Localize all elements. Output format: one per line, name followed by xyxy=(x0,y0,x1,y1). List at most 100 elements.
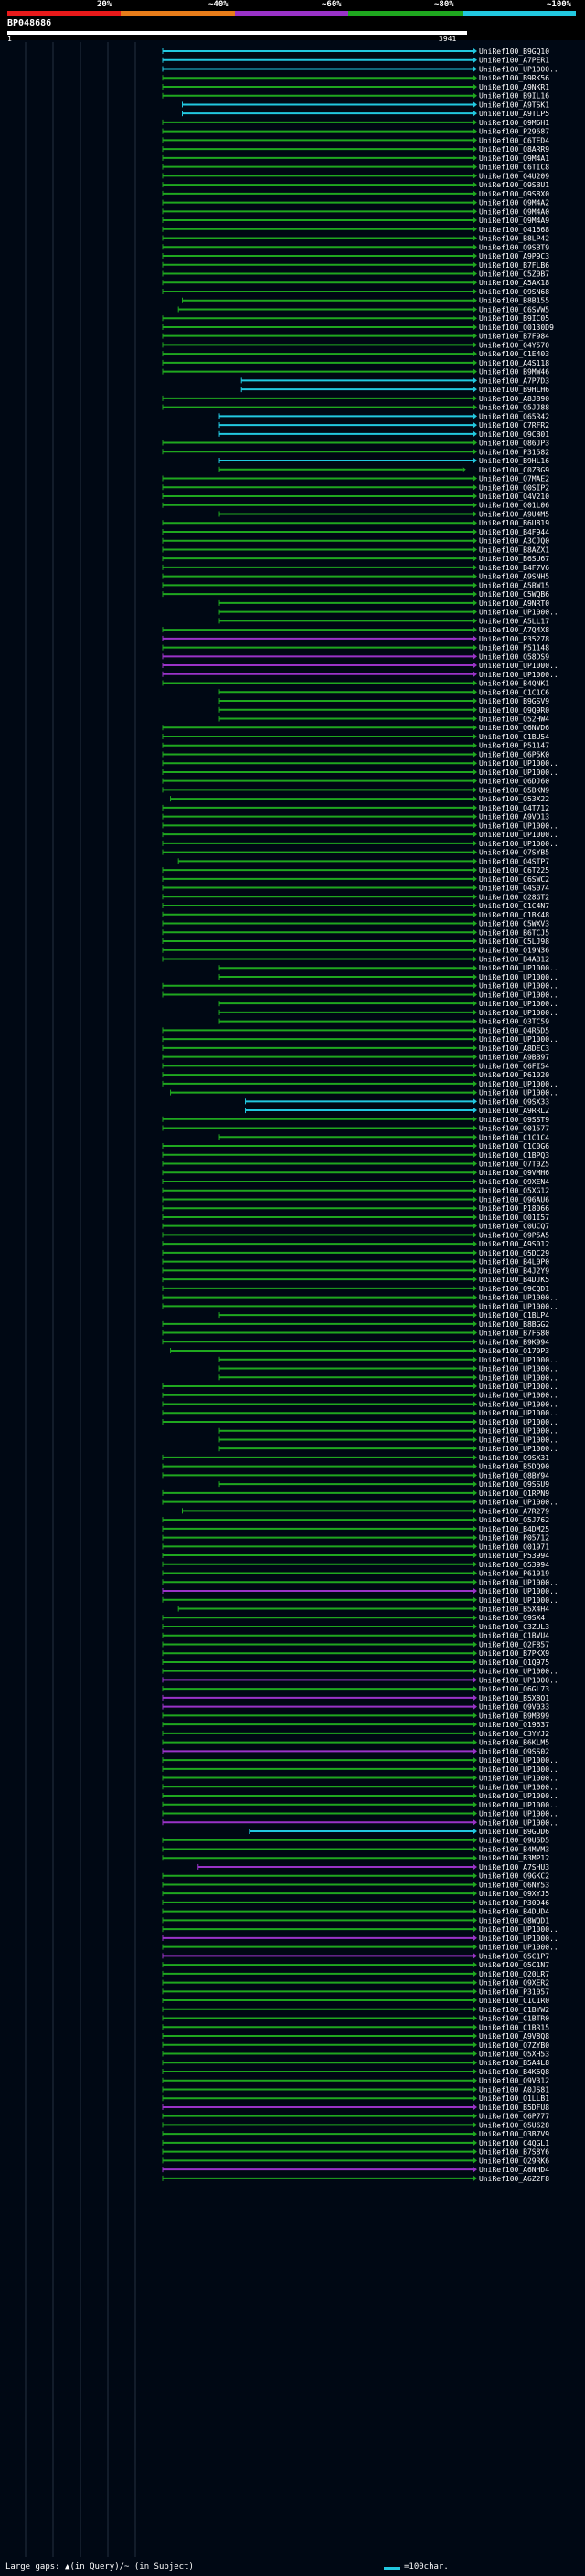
hit-label[interactable]: UniRef100_Q86JP3 xyxy=(479,440,549,448)
hit-label[interactable]: UniRef100_UP1000.. xyxy=(479,1294,558,1302)
hit-label[interactable]: UniRef100_Q5J762 xyxy=(479,1516,549,1524)
hit-label[interactable]: UniRef100_B9M399 xyxy=(479,1712,549,1720)
hit-label[interactable]: UniRef100_Q7SYB5 xyxy=(479,849,549,857)
hit-label[interactable]: UniRef100_Q3TC59 xyxy=(479,1018,549,1026)
hit-label[interactable]: UniRef100_P30946 xyxy=(479,1899,549,1907)
hit-label[interactable]: UniRef100_UP1000.. xyxy=(479,831,558,839)
hit-label[interactable]: UniRef100_Q9SX4 xyxy=(479,1614,545,1622)
hit-label[interactable]: UniRef100_Q9V312 xyxy=(479,2077,549,2085)
hit-label[interactable]: UniRef100_UP1000.. xyxy=(479,1756,558,1765)
hit-label[interactable]: UniRef100_UP1000.. xyxy=(479,1373,558,1382)
hit-label[interactable]: UniRef100_Q19N36 xyxy=(479,947,549,955)
hit-label[interactable]: UniRef100_UP1000.. xyxy=(479,1925,558,1934)
hit-label[interactable]: UniRef100_UP1000.. xyxy=(479,964,558,972)
hit-label[interactable]: UniRef100_A5LL17 xyxy=(479,617,549,625)
hit-label[interactable]: UniRef100_C1BTR0 xyxy=(479,2015,549,2023)
hit-label[interactable]: UniRef100_B4DM25 xyxy=(479,1525,549,1533)
hit-label[interactable]: UniRef100_Q28GT2 xyxy=(479,893,549,901)
hit-label[interactable]: UniRef100_Q9S8X0 xyxy=(479,190,549,198)
hit-label[interactable]: UniRef100_B7PKX9 xyxy=(479,1649,549,1658)
hit-label[interactable]: UniRef100_UP1000.. xyxy=(479,1578,558,1586)
hit-label[interactable]: UniRef100_Q65R42 xyxy=(479,412,549,420)
hit-label[interactable]: UniRef100_UP1000.. xyxy=(479,1302,558,1310)
hit-label[interactable]: UniRef100_UP1000.. xyxy=(479,1383,558,1391)
hit-label[interactable]: UniRef100_A9TLP5 xyxy=(479,110,549,118)
hit-label[interactable]: UniRef100_UP1000.. xyxy=(479,759,558,768)
hit-label[interactable]: UniRef100_A6Z2F8 xyxy=(479,2175,549,2183)
hit-label[interactable]: UniRef100_B9IL16 xyxy=(479,92,549,101)
hit-label[interactable]: UniRef100_C6TED4 xyxy=(479,136,549,144)
hit-label[interactable]: UniRef100_Q9SSU9 xyxy=(479,1480,549,1489)
hit-label[interactable]: UniRef100_A4S118 xyxy=(479,359,549,367)
hit-label[interactable]: UniRef100_Q9XYJ5 xyxy=(479,1890,549,1898)
hit-label[interactable]: UniRef100_C5WQB6 xyxy=(479,590,549,599)
hit-label[interactable]: UniRef100_UP1000.. xyxy=(479,1775,558,1783)
hit-label[interactable]: UniRef100_UP1000.. xyxy=(479,1080,558,1088)
hit-label[interactable]: UniRef100_Q9M4A1 xyxy=(479,154,549,163)
hit-label[interactable]: UniRef100_B7FS80 xyxy=(479,1330,549,1338)
hit-label[interactable]: UniRef100_Q4V210 xyxy=(479,493,549,501)
hit-label[interactable]: UniRef100_Q01971 xyxy=(479,1542,549,1551)
hit-label[interactable]: UniRef100_Q4Y570 xyxy=(479,341,549,349)
hit-label[interactable]: UniRef100_C5LJ98 xyxy=(479,938,549,946)
hit-label[interactable]: UniRef100_P31057 xyxy=(479,1988,549,1996)
hit-label[interactable]: UniRef100_Q5DC29 xyxy=(479,1249,549,1257)
hit-label[interactable]: UniRef100_UP1000.. xyxy=(479,1792,558,1800)
hit-label[interactable]: UniRef100_Q9SS02 xyxy=(479,1747,549,1755)
hit-label[interactable]: UniRef100_Q170P3 xyxy=(479,1347,549,1355)
hit-label[interactable]: UniRef100_UP1000.. xyxy=(479,1427,558,1436)
hit-label[interactable]: UniRef100_UP1000.. xyxy=(479,1818,558,1827)
hit-label[interactable]: UniRef100_C1E403 xyxy=(479,350,549,358)
hit-label[interactable]: UniRef100_B8BGG2 xyxy=(479,1320,549,1329)
hit-label[interactable]: UniRef100_UP1000.. xyxy=(479,662,558,670)
hit-label[interactable]: UniRef100_A5BW15 xyxy=(479,581,549,589)
hit-label[interactable]: UniRef100_B8B155 xyxy=(479,297,549,305)
hit-label[interactable]: UniRef100_Q6NVD6 xyxy=(479,724,549,732)
hit-label[interactable]: UniRef100_B5A4L8 xyxy=(479,2059,549,2067)
hit-label[interactable]: UniRef100_A9NRT0 xyxy=(479,599,549,608)
hit-label[interactable]: UniRef100_A6NHD4 xyxy=(479,2166,549,2174)
hit-label[interactable]: UniRef100_A7R279 xyxy=(479,1507,549,1515)
hit-label[interactable]: UniRef100_P51148 xyxy=(479,644,549,652)
hit-label[interactable]: UniRef100_Q29RK6 xyxy=(479,2157,549,2165)
hit-label[interactable]: UniRef100_UP1000.. xyxy=(479,1587,558,1595)
hit-label[interactable]: UniRef100_C1BLP4 xyxy=(479,1311,549,1320)
hit-label[interactable]: UniRef100_B9IC05 xyxy=(479,314,549,323)
hit-label[interactable]: UniRef100_A8DEC3 xyxy=(479,1044,549,1053)
hit-label[interactable]: UniRef100_B6TCJ5 xyxy=(479,928,549,937)
hit-label[interactable]: UniRef100_Q4STP7 xyxy=(479,857,549,865)
hit-label[interactable]: UniRef100_UP1000.. xyxy=(479,1089,558,1097)
hit-label[interactable]: UniRef100_C0UCQ7 xyxy=(479,1223,549,1231)
hit-label[interactable]: UniRef100_UP1000.. xyxy=(479,1445,558,1453)
hit-label[interactable]: UniRef100_C1BVU4 xyxy=(479,1632,549,1640)
hit-label[interactable]: UniRef100_UP1000.. xyxy=(479,822,558,830)
hit-label[interactable]: UniRef100_Q53X22 xyxy=(479,795,549,803)
hit-label[interactable]: UniRef100_Q9SX31 xyxy=(479,1454,549,1462)
hit-label[interactable]: UniRef100_Q5U628 xyxy=(479,2121,549,2129)
hit-label[interactable]: UniRef100_B6KLM5 xyxy=(479,1739,549,1747)
hit-label[interactable]: UniRef100_UP1000.. xyxy=(479,1365,558,1373)
hit-label[interactable]: UniRef100_B5DQ90 xyxy=(479,1463,549,1471)
hit-label[interactable]: UniRef100_B4DUD4 xyxy=(479,1908,549,1916)
hit-label[interactable]: UniRef100_A7Q4X8 xyxy=(479,626,549,634)
hit-label[interactable]: UniRef100_C1C1C4 xyxy=(479,1133,549,1141)
hit-label[interactable]: UniRef100_B4K6Q8 xyxy=(479,2068,549,2076)
hit-label[interactable]: UniRef100_A9VD13 xyxy=(479,813,549,822)
hit-label[interactable]: UniRef100_B8LP42 xyxy=(479,235,549,243)
hit-label[interactable]: UniRef100_Q3B7V9 xyxy=(479,2130,549,2138)
hit-label[interactable]: UniRef100_Q9SX33 xyxy=(479,1097,549,1106)
hit-label[interactable]: UniRef100_Q6NY53 xyxy=(479,1881,549,1889)
hit-label[interactable]: UniRef100_B3MP12 xyxy=(479,1854,549,1862)
hit-label[interactable]: UniRef100_UP1000.. xyxy=(479,609,558,617)
hit-label[interactable]: UniRef100_B9GQ10 xyxy=(479,48,549,56)
hit-label[interactable]: UniRef100_Q9SST9 xyxy=(479,1116,549,1124)
hit-label[interactable]: UniRef100_A9SNH5 xyxy=(479,573,549,581)
hit-label[interactable]: UniRef100_Q52HW4 xyxy=(479,716,549,724)
hit-label[interactable]: UniRef100_C6SVW5 xyxy=(479,305,549,313)
hit-label[interactable]: UniRef100_C1C1C6 xyxy=(479,688,549,696)
hit-label[interactable]: UniRef100_Q5C1P7 xyxy=(479,1952,549,1960)
hit-label[interactable]: UniRef100_Q01I57 xyxy=(479,1214,549,1222)
hit-label[interactable]: UniRef100_P35278 xyxy=(479,635,549,643)
hit-label[interactable]: UniRef100_UP1000.. xyxy=(479,1765,558,1774)
hit-label[interactable]: UniRef100_Q9M6H1 xyxy=(479,119,549,127)
